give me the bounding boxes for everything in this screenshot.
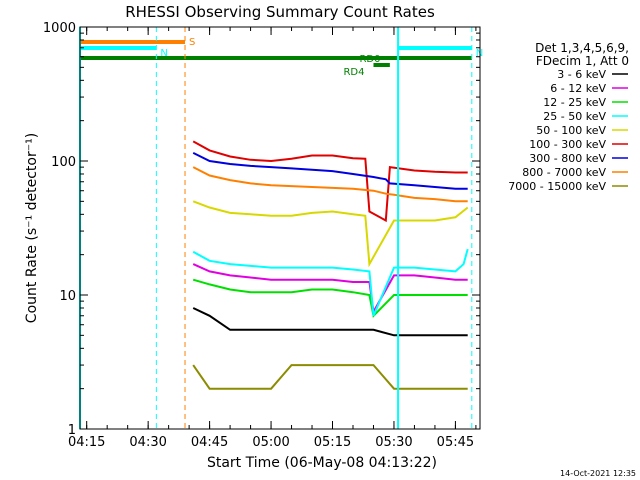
y-tick-label-2: 100: [51, 155, 76, 170]
series-line-8: [192, 364, 468, 390]
series-line-2: [192, 278, 468, 318]
legend-label-6: 300 - 800 keV: [529, 152, 606, 165]
legend: Det 1,3,4,5,6,9, FDecim 1, Att 0 3 - 6 k…: [508, 41, 629, 193]
legend-label-1: 6 - 12 keV: [550, 82, 606, 95]
x-tick-label-3: 05:00: [252, 435, 289, 450]
x-tick-label-1: 04:30: [129, 435, 166, 450]
vertical-markers: [79, 27, 473, 429]
y-axis-label: Count Rate (s⁻¹ detector⁻¹): [24, 133, 40, 323]
series-line-7: [192, 166, 468, 203]
status-bar-label-4: RD0: [359, 54, 380, 65]
legend-label-7: 800 - 7000 keV: [522, 166, 606, 179]
footer-date: 14-Oct-2021 12:35: [560, 469, 636, 478]
x-tick-label-5: 05:30: [375, 435, 412, 450]
legend-label-2: 12 - 25 keV: [543, 96, 606, 109]
y-tick-label-1: 10: [59, 289, 76, 304]
legend-label-4: 50 - 100 keV: [536, 124, 606, 137]
series-line-5: [192, 140, 468, 223]
y-tick-label-3: 1000: [43, 21, 76, 36]
status-bar-label-0: S: [189, 37, 195, 48]
status-bar-label-1: N: [160, 48, 167, 59]
series-line-1: [192, 263, 468, 315]
x-tick-label-4: 05:15: [314, 435, 351, 450]
legend-label-3: 25 - 50 keV: [543, 110, 606, 123]
series-line-3: [192, 248, 469, 317]
series-layer: [192, 140, 469, 390]
plot-frame: [79, 26, 481, 430]
axes: 04:15 04:30 04:45 05:00 05:15 05:30 05:45 1 10 10…: [43, 21, 480, 450]
x-tick-label-2: 04:45: [191, 435, 228, 450]
series-line-6: [192, 152, 468, 190]
series-line-4: [192, 200, 469, 268]
y-tick-label-0: 1: [68, 423, 76, 438]
x-axis-label: Start Time (06-May-08 04:13:22): [207, 455, 437, 471]
legend-label-5: 100 - 300 keV: [529, 138, 606, 151]
legend-label-8: 7000 - 15000 keV: [508, 180, 606, 193]
x-tick-label-0: 04:15: [68, 435, 105, 450]
chart-title: RHESSI Observing Summary Count Rates: [125, 3, 435, 21]
legend-header-line-1: Det 1,3,4,5,6,9,: [535, 41, 629, 55]
legend-label-0: 3 - 6 keV: [557, 68, 606, 81]
x-tick-label-6: 05:45: [437, 435, 474, 450]
legend-header-line-2: FDecim 1, Att 0: [536, 54, 629, 68]
series-line-0: [192, 307, 468, 337]
status-bar-label-5: RD4: [343, 67, 364, 78]
